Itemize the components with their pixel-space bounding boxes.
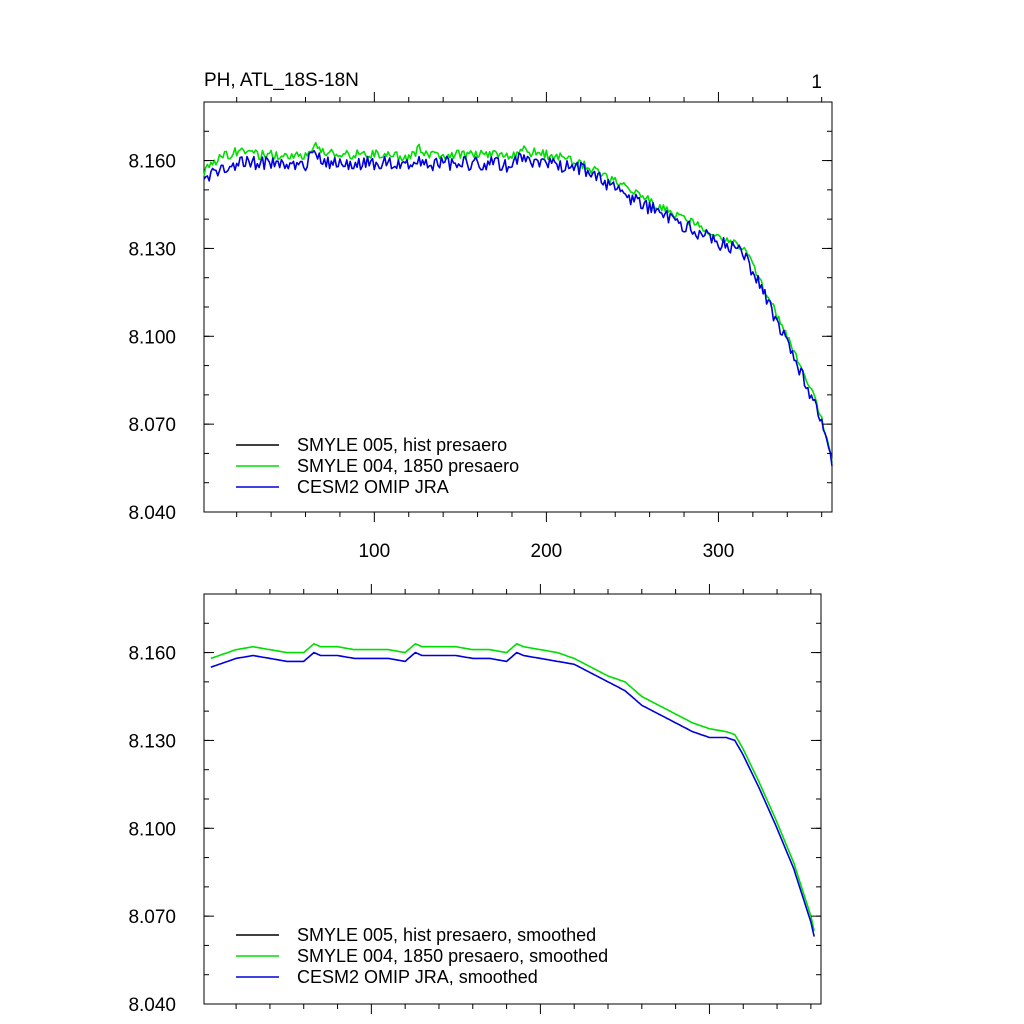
y-tick-label: 8.070 <box>128 415 176 436</box>
series-line <box>203 149 833 467</box>
bottom-legend: SMYLE 005, hist presaero, smoothedSMYLE … <box>236 925 608 987</box>
legend-entry-label: CESM2 OMIP JRA <box>297 477 449 497</box>
series-line <box>203 141 833 462</box>
bottom-series-layer <box>210 642 815 937</box>
top-panel-title: PH, ATL_18S-18N <box>204 70 359 91</box>
legend-entry-label: SMYLE 004, 1850 presaero <box>297 456 519 476</box>
y-tick-label: 8.160 <box>128 152 176 173</box>
y-tick-label: 8.130 <box>128 239 176 260</box>
legend-entry-label: CESM2 OMIP JRA, smoothed <box>297 967 538 987</box>
x-tick-label: 100 <box>358 541 390 562</box>
x-tick-label: 200 <box>531 541 563 562</box>
legend-entry-label: SMYLE 004, 1850 presaero, smoothed <box>297 946 608 966</box>
legend-entry-label: SMYLE 005, hist presaero, smoothed <box>297 925 596 945</box>
y-tick-label: 8.100 <box>128 819 176 840</box>
legend-entry-label: SMYLE 005, hist presaero <box>297 435 507 455</box>
y-tick-label: 8.160 <box>128 644 176 665</box>
y-tick-label: 8.130 <box>128 731 176 752</box>
bottom-panel: 8.040 8.070 8.100 8.130 8.160 SMYLE 005, his… <box>128 584 822 1016</box>
series-line <box>210 642 815 931</box>
y-tick-label: 8.070 <box>128 907 176 928</box>
top-ticks-layer: 8.040 8.070 8.100 8.130 8.160 100 200 300 <box>128 92 832 562</box>
y-tick-label: 8.040 <box>128 995 176 1016</box>
x-tick-label: 300 <box>703 541 735 562</box>
y-tick-label: 8.100 <box>128 327 176 348</box>
top-panel-page-number: 1 <box>811 72 822 93</box>
top-panel: PH, ATL_18S-18N 1 8.0408.0708.1008.1308.… <box>128 70 833 562</box>
bottom-ticks-layer: 8.040 8.070 8.100 8.130 8.160 <box>128 584 821 1016</box>
series-line <box>210 651 815 937</box>
y-tick-label: 8.040 <box>128 503 176 524</box>
top-series-layer <box>203 141 833 467</box>
